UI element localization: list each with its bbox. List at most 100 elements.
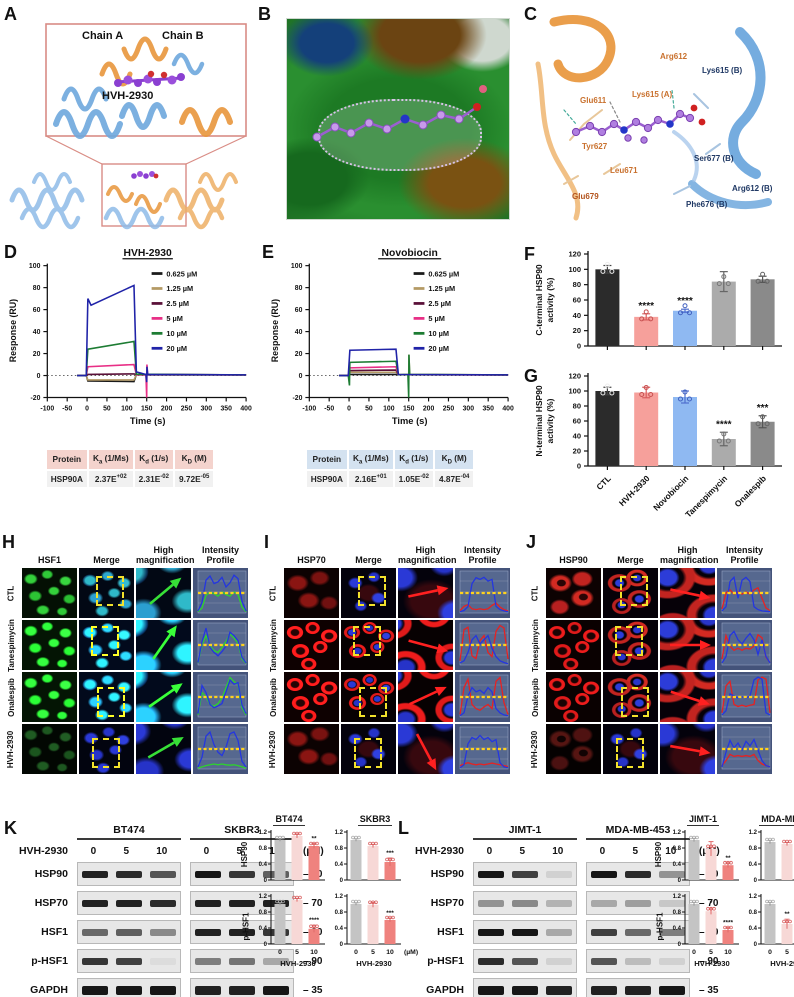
- svg-text:****: ****: [309, 917, 320, 924]
- svg-text:0.4: 0.4: [749, 926, 758, 932]
- svg-text:2.5 µM: 2.5 µM: [166, 299, 189, 308]
- kin-cell: HSP90A: [46, 470, 87, 487]
- chain-a-label: Chain A: [82, 30, 124, 42]
- svg-text:250: 250: [181, 405, 193, 412]
- svg-text:0.625 µM: 0.625 µM: [166, 269, 197, 278]
- blot-band: [546, 957, 572, 965]
- svg-text:0: 0: [264, 878, 268, 884]
- svg-text:0.4: 0.4: [749, 862, 758, 868]
- svg-text:HVH-2930: HVH-2930: [124, 248, 172, 259]
- svg-text:20: 20: [33, 351, 41, 358]
- svg-text:C-terminal HSP90: C-terminal HSP90: [534, 264, 544, 336]
- quant-chart-svg: 00.40.81.2**: [749, 830, 794, 884]
- high-magnification-micrograph: [136, 568, 191, 618]
- svg-text:0.8: 0.8: [673, 910, 682, 916]
- panel-f: F 0 20 40 60 80 100 120 C-terminal HSP90 activit…: [524, 244, 792, 366]
- blot-band: [229, 870, 255, 878]
- blot-band: [591, 985, 617, 995]
- svg-text:20 µM: 20 µM: [166, 344, 187, 353]
- kin-cell: 2.16E+01: [348, 470, 393, 487]
- lane: [77, 920, 181, 944]
- svg-text:5: 5: [371, 949, 375, 956]
- lane: [586, 862, 690, 886]
- svg-text:5: 5: [709, 949, 713, 956]
- intensity-profile-chart: [717, 620, 772, 670]
- svg-text:0.8: 0.8: [749, 910, 758, 916]
- magnified-region-box: [616, 738, 645, 768]
- svg-text:20: 20: [573, 326, 581, 335]
- svg-text:0: 0: [340, 942, 344, 948]
- b-grp: JIMT-1: [473, 824, 577, 840]
- svg-text:5: 5: [295, 949, 299, 956]
- blot-band: [478, 899, 504, 907]
- blot-band: [659, 957, 685, 965]
- dose-label: 0: [486, 845, 493, 857]
- blot-band: [512, 899, 538, 907]
- blot-band: [478, 957, 504, 965]
- kin-col-header: Ka (1/Ms): [88, 449, 133, 469]
- svg-text:40: 40: [573, 311, 581, 320]
- intensity-profile-chart: [717, 568, 772, 618]
- residue-label: Lys615 (B): [702, 66, 743, 75]
- confocal-col-header: High magnification: [660, 545, 719, 566]
- blot-band: [195, 957, 221, 965]
- svg-text:Novobiocin: Novobiocin: [651, 473, 690, 512]
- svg-text:1.2: 1.2: [749, 894, 758, 900]
- panel-j-letter: J: [526, 532, 537, 552]
- confocal-row-label: HVH-2930: [530, 730, 540, 768]
- blot-band: [512, 928, 538, 936]
- blot-band: [229, 957, 255, 965]
- kin-col-header: Protein: [46, 449, 87, 469]
- blot-band: [150, 957, 176, 965]
- quant-col-title: SKBR3: [357, 814, 393, 826]
- high-magnification-micrograph: [136, 620, 191, 670]
- b-lab: p-HSF1: [427, 955, 464, 967]
- svg-text:40: 40: [573, 432, 581, 441]
- lane: [77, 978, 181, 997]
- lane: [473, 978, 577, 997]
- svg-text:HVH-2930: HVH-2930: [356, 959, 391, 968]
- high-magnification-micrograph: [660, 672, 715, 722]
- blot-band: [625, 899, 651, 907]
- svg-text:Time (s): Time (s): [130, 416, 166, 426]
- svg-text:0.8: 0.8: [749, 846, 758, 852]
- blot-band: [591, 957, 617, 965]
- svg-text:1.2: 1.2: [673, 830, 682, 836]
- svg-text:0.8: 0.8: [335, 910, 344, 916]
- b-lab: HSP70: [430, 897, 464, 909]
- svg-text:2.5 µM: 2.5 µM: [428, 299, 451, 308]
- residue-label: Tyr627: [582, 142, 608, 151]
- intensity-profile-chart: [455, 724, 510, 774]
- b-lab: p-HSF1: [31, 955, 68, 967]
- merge-micrograph: [79, 620, 134, 670]
- intensity-profile-chart: [717, 724, 772, 774]
- svg-text:1.25 µM: 1.25 µM: [166, 284, 193, 293]
- blot-band: [195, 985, 221, 995]
- panel-g: G 0 20 40 60 80 100 120 N-terminal HSP90 activit…: [524, 366, 792, 526]
- blot-band: [591, 928, 617, 936]
- blot-band: [116, 870, 142, 878]
- ligand-sticks: [312, 85, 487, 142]
- blot-band: [82, 928, 108, 936]
- svg-text:120: 120: [568, 250, 581, 259]
- quant-row-label: HSP90: [654, 841, 664, 867]
- residue-label: Leu671: [610, 166, 638, 175]
- svg-text:10: 10: [724, 949, 732, 956]
- blot-band: [116, 899, 142, 907]
- confocal-col-header: Merge: [93, 555, 120, 566]
- svg-text:200: 200: [161, 405, 173, 412]
- svg-text:****: ****: [677, 296, 693, 307]
- profile-arrow: [408, 639, 449, 654]
- magnified-region-box: [620, 687, 649, 717]
- high-magnification-micrograph: [398, 672, 453, 722]
- svg-text:***: ***: [386, 910, 394, 917]
- merge-micrograph: [79, 672, 134, 722]
- svg-text:0: 0: [264, 942, 268, 948]
- high-magnification-micrograph: [660, 724, 715, 774]
- confocal-col-header: HSP70: [297, 555, 326, 566]
- svg-text:350: 350: [482, 405, 494, 412]
- svg-text:0.4: 0.4: [673, 926, 682, 932]
- svg-text:5 µM: 5 µM: [428, 314, 445, 323]
- blot-band: [512, 985, 538, 995]
